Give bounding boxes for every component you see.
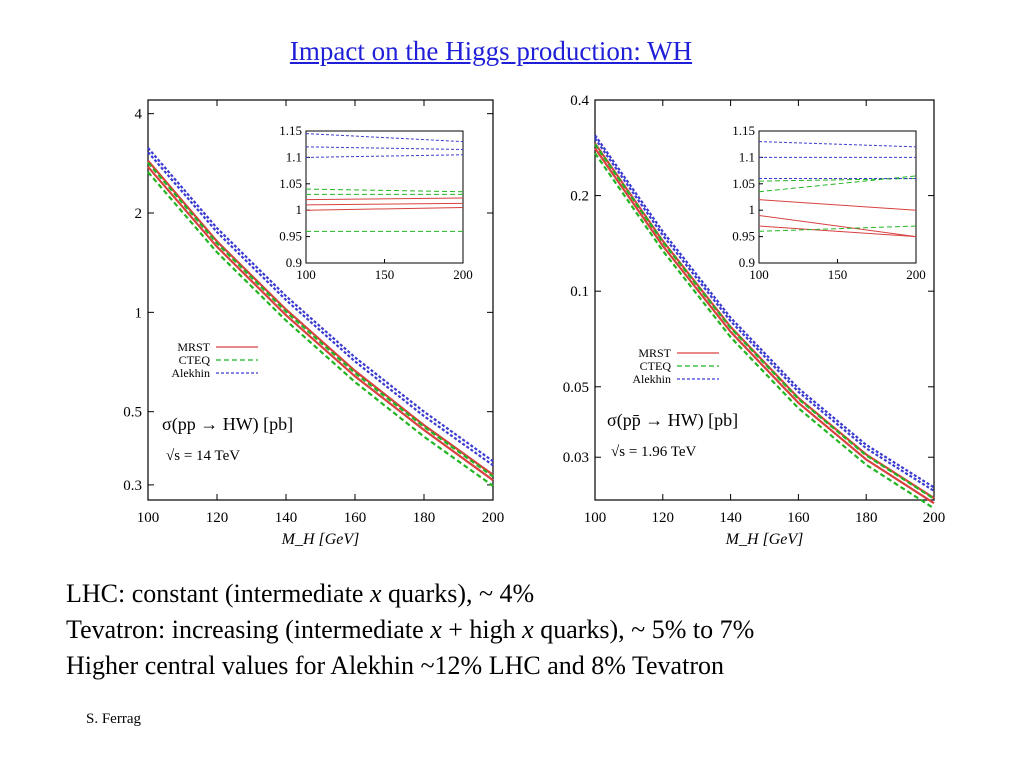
y-tick-label: 2 [135,206,143,222]
bullet-tev-x1: x [430,615,442,644]
y-tick-label: 0.03 [563,450,589,466]
legend-label-mrst: MRST [177,340,210,354]
inset-ratio-line-cteq [305,188,464,193]
x-axis-label: M_H [GeV] [281,531,360,548]
inset-y-tick-label: 0.95 [732,229,755,244]
x-tick-label: 120 [652,510,675,526]
inset-y-tick-label: 0.95 [279,229,302,244]
series-line-alekhin [147,151,494,467]
inset-frame [305,130,464,264]
inset-y-tick-label: 1.1 [739,149,755,164]
inset-x-tick-label: 200 [453,267,473,282]
x-tick-label: 100 [137,510,160,526]
legend-label-mrst: MRST [638,346,671,360]
series-line-mrst [147,166,494,482]
energy-annotation: √s = 14 TeV [166,448,240,464]
x-tick-label: 140 [275,510,298,526]
bullet-tev-pre: Tevatron: increasing (intermediate [66,615,431,644]
inset-y-tick-label: 1 [749,202,756,217]
inset-y-tick-label: 1.15 [279,123,302,138]
inset-x-tick-label: 150 [828,267,848,282]
inset-x-tick-label: 100 [749,267,769,282]
inset-ratio-line-alekhin [305,133,464,143]
inset-x-tick-label: 100 [296,267,316,282]
series-line-mrst [147,159,494,476]
series-line-alekhin [147,147,494,463]
x-tick-label: 120 [206,510,229,526]
inset-x-tick-label: 150 [375,267,395,282]
x-tick-label: 100 [584,510,607,526]
x-tick-label: 200 [923,510,946,526]
process-annotation: σ(pp → HW) [pb] [162,414,293,435]
bullet-lhc-post: quarks), ~ 4% [381,579,535,608]
legend-label-alekhin: Alekhin [171,366,210,380]
inset-ratio-line-mrst [305,197,464,201]
bullet-tev-mid: + high [441,615,523,644]
inset-y-tick-label: 1.05 [732,176,755,191]
legend-label-cteq: CTEQ [179,353,211,367]
inset-ratio-line-mrst [758,214,917,238]
series-line-cteq [594,152,935,510]
tevatron-cross-section-plot: 100 120 140 160 180 200 0.03 0.05 0.1 0.2 0.4 M_H [… [563,93,946,548]
inset-ratio-line-cteq [758,225,917,232]
x-tick-label: 180 [413,510,436,526]
author-name: S. Ferrag [86,711,141,727]
inset-ratio-line-alekhin [305,146,464,150]
y-tick-label: 0.2 [570,189,589,205]
series-line-alekhin [594,137,935,492]
x-tick-label: 180 [855,510,878,526]
bullet-lhc-x: x [369,579,382,608]
y-tick-label: 0.3 [123,478,142,494]
y-tick-label: 1 [135,305,143,321]
inset-y-tick-label: 1.05 [279,176,302,191]
inset-x-tick-label: 200 [906,267,926,282]
x-axis-label: M_H [GeV] [725,531,804,548]
lhc-cross-section-plot: 100 120 140 160 180 200 0.3 0.5 1 2 4 M_H [GeV] 100 1… [123,99,505,548]
bullet-lhc: LHC: constant (intermediate x quarks), ~… [66,576,754,612]
inset-y-tick-label: 1 [296,202,303,217]
y-tick-label: 4 [135,107,143,123]
inset-y-tick-label: 0.9 [286,255,302,270]
bullet-alekhin: Higher central values for Alekhin ~12% L… [66,651,724,680]
legend-label-alekhin: Alekhin [632,372,671,386]
slide-title: Impact on the Higgs production: WH [289,36,693,66]
legend-label-cteq: CTEQ [640,359,672,373]
summary-text: LHC: constant (intermediate x quarks), ~… [66,576,754,684]
inset-ratio-line-mrst [758,225,917,238]
bullet-tev-x2: x [522,615,534,644]
inset-frame [758,130,917,264]
bullet-lhc-pre: LHC: constant (intermediate [66,579,370,608]
series-line-alekhin [594,134,935,489]
inset-y-tick-label: 1.15 [732,123,755,138]
x-tick-label: 160 [344,510,367,526]
series-line-cteq [594,143,935,500]
bullet-tevatron: Tevatron: increasing (intermediate x + h… [66,612,754,648]
inset-y-tick-label: 0.9 [739,255,755,270]
series-line-cteq [147,161,494,478]
inset-ratio-line-mrst [305,207,464,211]
energy-annotation: √s = 1.96 TeV [611,444,697,460]
y-tick-label: 0.1 [570,284,589,300]
inset-ratio-line-alekhin [758,141,917,148]
inset-ratio-line-mrst [305,202,464,206]
series-line-cteq [147,171,494,487]
inset-ratio-line-alekhin [305,154,464,158]
x-tick-label: 160 [787,510,810,526]
x-tick-label: 140 [719,510,742,526]
x-tick-label: 200 [482,510,505,526]
inset-y-tick-label: 1.1 [286,149,302,164]
inset-ratio-line-mrst [758,199,917,211]
process-annotation: σ(pp̄ → HW) [pb] [607,410,738,431]
bullet-tev-post: quarks), ~ 5% to 7% [533,615,755,644]
series-line-mrst [594,147,935,505]
y-tick-label: 0.05 [563,380,589,396]
y-tick-label: 0.4 [570,93,589,109]
y-tick-label: 0.5 [123,405,142,421]
